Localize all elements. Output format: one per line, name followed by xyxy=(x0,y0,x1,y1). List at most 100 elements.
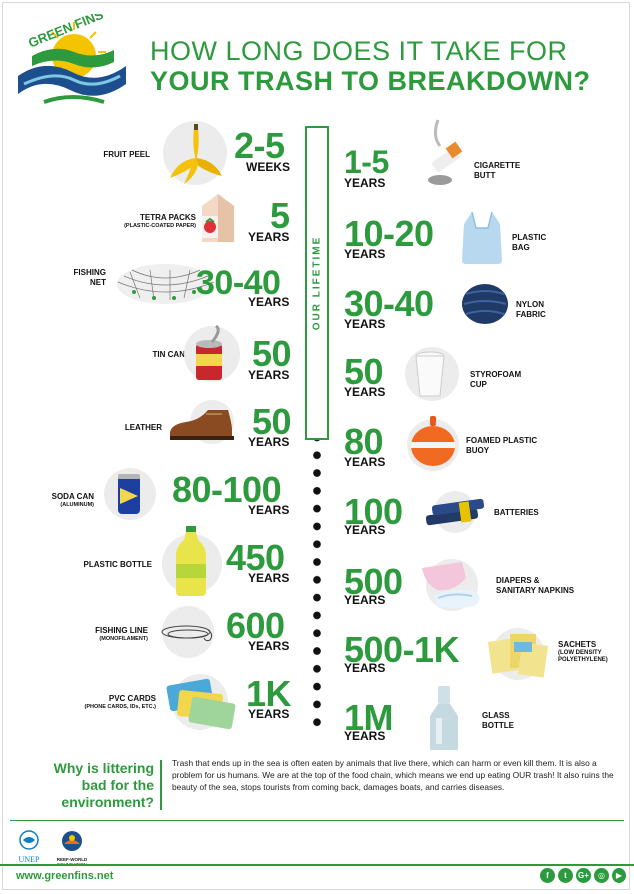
label-cigarette-butt-line2: BUTT xyxy=(474,171,496,180)
unit-buoy: YEARS xyxy=(344,455,386,469)
unit-tetra-packs: YEARS xyxy=(248,230,290,244)
value-fruit-peel: 2-5 xyxy=(234,125,285,166)
instagram-icon[interactable]: ◎ xyxy=(594,868,609,883)
label-pvc-cards: PVC CARDS (PHONE CARDS, IDs, ETC.) xyxy=(84,694,156,711)
diaper-icon xyxy=(422,559,480,611)
unit-fruit-peel: WEEKS xyxy=(246,160,291,174)
label-styrofoam-cup-line1: STYROFOAM xyxy=(470,370,522,379)
unit-leather: YEARS xyxy=(248,435,290,449)
buoy-icon xyxy=(407,416,459,471)
label-tetra-packs-main: TETRA PACKS xyxy=(140,213,196,222)
nylon-fabric-icon xyxy=(462,284,508,324)
leather-shoe-icon xyxy=(170,400,234,444)
label-pvc-cards-main: PVC CARDS xyxy=(108,694,156,703)
label-plastic-bottle: PLASTIC BOTTLE xyxy=(83,560,152,569)
label-fishing-net-line2: NET xyxy=(90,278,106,287)
footer-bar xyxy=(0,864,634,890)
label-sachets-line2: (LOW DENSITY xyxy=(558,650,602,656)
label-nylon-fabric-line2: FABRIC xyxy=(516,310,546,319)
unit-diapers: YEARS xyxy=(344,593,386,607)
label-nylon-fabric: NYLON FABRIC xyxy=(516,300,546,320)
label-fishing-net-line1: FISHING xyxy=(73,268,106,277)
batteries-icon xyxy=(425,491,485,533)
banana-peel-icon xyxy=(163,121,227,185)
unit-batteries: YEARS xyxy=(344,523,386,537)
label-tetra-packs-sub: (PLASTIC-COATED PAPER) xyxy=(124,223,196,229)
why-heading: Why is littering bad for the environment… xyxy=(36,760,154,811)
unit-soda-can: YEARS xyxy=(248,503,290,517)
plastic-bottle-icon xyxy=(162,526,222,596)
value-cigarette-butt: 1-5 xyxy=(344,144,389,180)
label-batteries: BATTERIES xyxy=(494,508,539,517)
why-heading-line2: bad for the xyxy=(81,777,154,793)
value-tin-can: 50 xyxy=(252,333,292,374)
why-heading-line3: environment? xyxy=(61,794,154,810)
reef-world-emblem-icon xyxy=(62,831,82,851)
label-fishing-net: FISHING NET xyxy=(74,268,106,288)
unit-cigarette-butt: YEARS xyxy=(344,176,386,190)
reef-world-logo: REEF-WORLD FOUNDATION xyxy=(54,830,90,867)
label-styrofoam-cup-line2: CUP xyxy=(470,380,487,389)
unep-logo: UNEP xyxy=(12,830,46,864)
label-pvc-cards-sub: (PHONE CARDS, IDs, ETC.) xyxy=(84,704,156,710)
youtube-icon[interactable]: ▶ xyxy=(612,868,626,883)
label-soda-can-sub: (ALUMINUM) xyxy=(60,502,94,508)
label-fishing-line-main: FISHING LINE xyxy=(95,626,148,635)
section-divider xyxy=(10,820,624,821)
label-diapers-line2: SANITARY NAPKINS xyxy=(496,586,575,595)
title-line-2: YOUR TRASH TO BREAKDOWN? xyxy=(150,66,591,96)
label-nylon-fabric-line1: NYLON xyxy=(516,300,544,309)
unep-emblem-icon xyxy=(19,830,39,850)
unit-fishing-line: YEARS xyxy=(248,639,290,653)
value-leather: 50 xyxy=(252,401,292,442)
value-batteries: 100 xyxy=(344,491,403,532)
value-plastic-bag: 10-20 xyxy=(344,213,434,254)
value-soda-can: 80-100 xyxy=(172,469,282,510)
green-fins-logo: GREEN FINS xyxy=(18,14,126,104)
label-sachets-line1: SACHETS xyxy=(558,640,597,649)
label-leather: LEATHER xyxy=(124,423,162,432)
value-pvc-cards: 1K xyxy=(246,673,292,714)
label-cigarette-butt-line1: CIGARETTE xyxy=(474,161,521,170)
label-glass-bottle: GLASS BOTTLE xyxy=(482,711,514,731)
label-glass-bottle-line1: GLASS xyxy=(482,711,510,720)
label-cigarette-butt: CIGARETTE BUTT xyxy=(474,161,520,181)
fishing-net-icon xyxy=(117,264,215,304)
fishing-line-icon xyxy=(161,606,214,658)
label-plastic-bag-line2: BAG xyxy=(512,243,530,252)
twitter-icon[interactable]: t xyxy=(558,868,573,883)
unit-plastic-bag: YEARS xyxy=(344,247,386,261)
label-plastic-bag: PLASTIC BAG xyxy=(512,233,546,253)
label-buoy-line1: FOAMED PLASTIC xyxy=(466,436,538,445)
facebook-icon[interactable]: f xyxy=(540,868,555,883)
title-line-1: HOW LONG DOES IT TAKE FOR xyxy=(150,36,568,66)
website-link[interactable]: www.greenfins.net xyxy=(16,870,114,882)
value-fishing-net: 30-40 xyxy=(196,264,281,302)
tin-can-icon xyxy=(184,324,240,382)
unit-styrofoam-cup: YEARS xyxy=(344,385,386,399)
unep-label: UNEP xyxy=(18,855,40,864)
label-tin-can: TIN CAN xyxy=(152,350,185,359)
value-tetra-packs: 5 xyxy=(270,195,290,236)
label-soda-can-main: SODA CAN xyxy=(51,492,94,501)
label-plastic-bag-line1: PLASTIC xyxy=(512,233,547,242)
value-glass-bottle: 1M xyxy=(344,697,394,738)
unit-glass-bottle: YEARS xyxy=(344,729,386,743)
unit-nylon-fabric: YEARS xyxy=(344,317,386,331)
google-plus-icon[interactable]: G+ xyxy=(576,868,591,883)
value-buoy: 80 xyxy=(344,421,384,462)
unit-sachets: YEARS xyxy=(344,661,386,675)
reef-world-label: REEF-WORLD xyxy=(56,857,88,862)
sachets-icon xyxy=(487,628,549,680)
styrofoam-cup-icon xyxy=(405,347,459,401)
unit-tin-can: YEARS xyxy=(248,368,290,382)
value-sachets: 500-1K xyxy=(344,629,460,670)
label-buoy-line2: BUOY xyxy=(466,446,490,455)
label-diapers: DIAPERS & SANITARY NAPKINS xyxy=(496,576,574,596)
label-sachets-line3: POLYETHYLENE) xyxy=(558,657,608,663)
label-buoy: FOAMED PLASTIC BUOY xyxy=(466,436,537,456)
cigarette-butt-icon xyxy=(428,119,463,185)
value-fishing-line: 600 xyxy=(226,605,285,646)
pvc-cards-icon xyxy=(166,674,236,730)
milk-carton-icon xyxy=(202,194,234,242)
